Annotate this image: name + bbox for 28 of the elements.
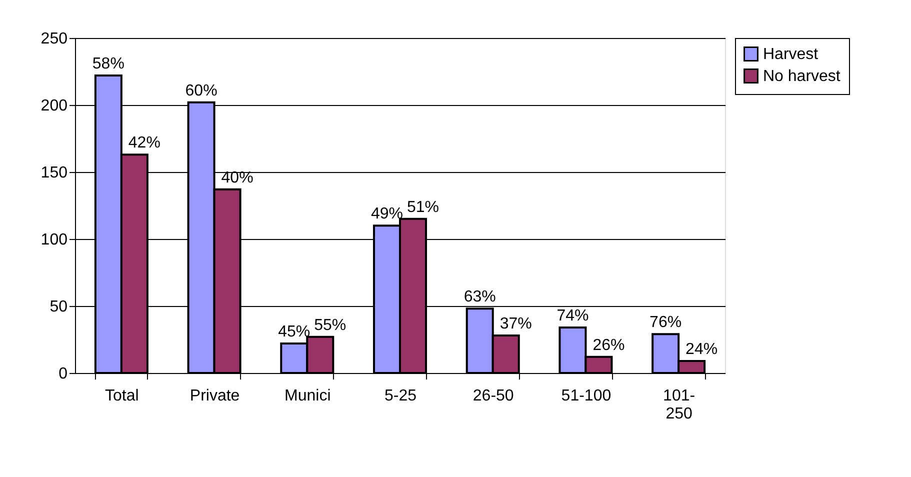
annotation: 55% xyxy=(314,316,346,334)
annotation: 58% xyxy=(92,56,124,73)
annotation: 74% xyxy=(556,307,589,324)
y-tick-label: 100 xyxy=(40,232,68,248)
x-tick-label: Total xyxy=(105,388,139,404)
annotation: 60% xyxy=(185,82,218,100)
legend-label: Harvest xyxy=(763,46,819,63)
x-tick-label: 51-100 xyxy=(561,388,612,404)
annotation: 51% xyxy=(406,198,440,216)
annotation: 76% xyxy=(650,314,682,332)
x-tick-label: 5-25 xyxy=(384,388,417,404)
y-tick-label: 0 xyxy=(58,366,68,382)
legend-label: No harvest xyxy=(763,68,841,85)
annotation: 26% xyxy=(592,336,625,354)
annotation: 24% xyxy=(686,340,718,358)
y-tick-label: 200 xyxy=(40,98,68,114)
annotation: 45% xyxy=(278,324,310,341)
annotation: 63% xyxy=(464,288,496,306)
x-tick-label: Private xyxy=(190,388,240,404)
annotation: 42% xyxy=(128,134,160,152)
y-tick-label: 50 xyxy=(50,298,68,316)
annotation: 49% xyxy=(370,206,404,223)
y-tick-label: 150 xyxy=(40,164,68,182)
x-tick-label: Munici xyxy=(284,388,331,404)
y-tick-label: 250 xyxy=(40,30,68,48)
annotation: 37% xyxy=(500,315,532,332)
x-tick-label: 101-250 xyxy=(663,388,696,422)
x-tick-label: 26-50 xyxy=(472,388,514,404)
